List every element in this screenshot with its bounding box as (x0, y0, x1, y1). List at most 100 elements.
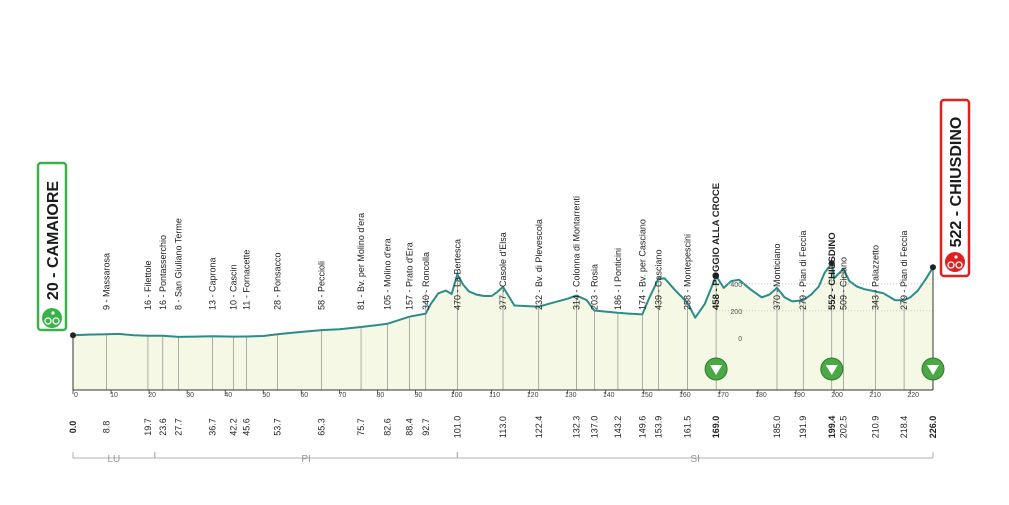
place-label: 509 - Ciciano (839, 257, 849, 310)
distance-label: 202.5 (839, 416, 849, 439)
place-label: 377 - Casole d'Elsa (498, 232, 508, 310)
place-label: 258 - Montepescini (683, 234, 693, 310)
distance-label: 65.3 (316, 418, 326, 436)
place-label: 552 - CHIUSDINO (827, 232, 838, 310)
km-tick-label: 30 (186, 392, 194, 399)
km-tick-label: 60 (300, 392, 308, 399)
start-flag-box (36, 161, 68, 332)
place-label: 11 - Fornacette (242, 250, 252, 310)
place-label: 343 - Palazzetto (871, 245, 881, 310)
place-label: 16 - Filettole (143, 260, 153, 310)
distance-label: 88.4 (404, 418, 414, 436)
distance-label: 8.8 (101, 421, 111, 434)
place-label: 174 - Bv. per Casciano (637, 219, 647, 310)
start-dot (70, 332, 76, 339)
km-tick-label: 150 (641, 392, 653, 399)
distance-label: 149.6 (637, 416, 647, 439)
km-tick-label: 40 (224, 392, 232, 399)
distance-label: 42.2 (229, 418, 239, 436)
distance-label: 113.0 (498, 416, 508, 438)
distance-label: 161.5 (683, 416, 693, 439)
distance-label: 53.7 (272, 418, 282, 436)
place-label: 470 - La Bertesca (452, 239, 462, 310)
place-label: 8 - San Giuliano Terme (173, 218, 183, 310)
km-tick-label: 110 (489, 392, 500, 399)
distance-label: 0.0 (68, 421, 78, 434)
bike-wheel-icon (52, 317, 60, 325)
distance-label: 92.7 (421, 418, 431, 436)
distance-label: 27.7 (173, 418, 183, 436)
distance-label: 191.9 (798, 416, 808, 439)
km-tick-label: 130 (565, 392, 577, 399)
place-label: 458 - POGGIO ALLA CROCE (711, 183, 722, 310)
place-label: 314 - Colonna di Montarrenti (571, 196, 581, 310)
distance-label: 82.6 (382, 418, 392, 436)
place-label: 340 - Roncolla (421, 252, 431, 310)
km-tick-label: 210 (869, 392, 881, 399)
place-label: 81 - Bv. per Molino d'era (356, 213, 366, 310)
place-label: 186 - I Ponticini (613, 248, 623, 310)
distance-label: 199.4 (827, 416, 837, 439)
triangle-down-icon (710, 365, 723, 375)
bike-wheel-icon (44, 317, 52, 325)
distance-label: 122.4 (534, 416, 544, 439)
place-label: 58 - Peccioli (316, 261, 326, 310)
km-tick-label: 120 (527, 392, 539, 399)
rider-head-icon (51, 311, 55, 315)
km-tick-label: 180 (755, 392, 767, 399)
distance-label: 185.0 (772, 416, 782, 439)
place-label: 13 - Caprona (208, 257, 218, 310)
place-label: 439 - Casciano (654, 249, 664, 310)
cyclist-icon (945, 252, 965, 272)
finish-flag-box (939, 98, 971, 278)
finish-flag-label: 522 - CHIUSDINO (948, 117, 965, 248)
place-label: 9 - Massarosa (101, 253, 111, 310)
distance-label: 169.0 (711, 416, 721, 439)
bike-wheel-icon (955, 261, 963, 269)
place-label: 157 - Prato d'Era (404, 242, 414, 310)
distance-label: 75.7 (356, 418, 366, 436)
finish-dot (930, 264, 936, 271)
place-label: 28 - Ponsacco (272, 252, 282, 310)
province-label: LU (108, 454, 121, 465)
place-label: 203 - Rosia (589, 264, 599, 310)
summit-dot (828, 260, 835, 267)
y-tick-label: 0 (738, 336, 742, 343)
place-label: 16 - Pontasserchio (158, 235, 168, 310)
distance-label: 132.3 (571, 416, 581, 439)
y-tick-label: 200 (730, 309, 742, 316)
distance-label: 218.4 (899, 416, 909, 439)
summit-dot (713, 272, 720, 279)
distance-label: 153.9 (654, 416, 664, 439)
km-tick-label: 160 (679, 392, 691, 399)
triangle-down-icon (825, 365, 838, 375)
y-tick-label: 400 (730, 282, 742, 289)
km-tick-label: 10 (110, 392, 118, 399)
distance-label: 45.6 (242, 418, 252, 436)
province-label: SI (690, 454, 699, 465)
start-flag-label: 20 - CAMAIORE (45, 181, 62, 300)
distance-label: 101.0 (452, 416, 462, 439)
province-label: PI (301, 454, 310, 465)
km-tick-label: 90 (415, 392, 423, 399)
km-tick-label: 50 (262, 392, 270, 399)
distance-label: 226.0 (928, 416, 938, 439)
place-label: 279 - Pian di Feccia (798, 230, 808, 310)
km-tick-label: 220 (907, 392, 919, 399)
bike-wheel-icon (947, 261, 955, 269)
place-label: 279 - Pian di Feccia (899, 230, 909, 310)
rider-head-icon (954, 255, 958, 259)
place-label: 10 - Cascin (229, 264, 239, 310)
distance-label: 210.9 (871, 416, 881, 439)
distance-label: 19.7 (143, 418, 153, 436)
distance-label: 143.2 (613, 416, 623, 439)
place-label: 370 - Monticiano (772, 243, 782, 310)
km-tick-label: 70 (338, 392, 346, 399)
cyclist-icon (42, 308, 62, 328)
km-tick-label: 170 (717, 392, 729, 399)
distance-label: 137.0 (589, 416, 599, 439)
km-tick-label: 140 (603, 392, 615, 399)
place-label: 105 - Molino d'era (382, 238, 392, 310)
